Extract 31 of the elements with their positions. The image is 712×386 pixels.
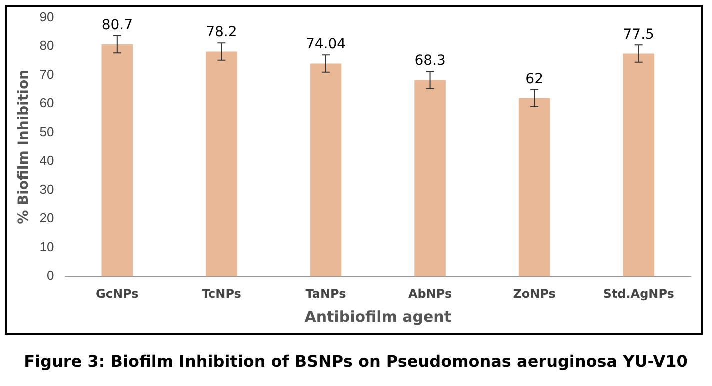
data-label: 77.5 — [623, 26, 654, 43]
x-tick-label: GcNPs — [96, 286, 139, 301]
caption: Figure 3: Biofilm Inhibition of BSNPs on Pseudomonas aeruginosa YU-V10 — [23, 352, 689, 371]
bar — [102, 44, 134, 277]
y-tick-label: 60 — [40, 96, 54, 111]
bar — [206, 52, 238, 277]
data-label: 74.04 — [306, 36, 346, 53]
y-tick-label: 80 — [40, 38, 54, 54]
y-tick-label: 10 — [40, 239, 54, 254]
x-tick-label: Std.AgNPs — [603, 286, 674, 301]
y-tick-label: 90 — [40, 9, 54, 24]
data-label: 78.2 — [206, 24, 238, 41]
data-label: 62 — [526, 71, 544, 88]
y-axis-title: % Biofilm Inhibition — [16, 70, 32, 224]
bar — [310, 64, 342, 277]
y-tick-label: 30 — [40, 182, 54, 197]
x-tick-label: TcNPs — [202, 286, 242, 301]
x-tick-label: AbNPs — [408, 286, 452, 301]
x-tick-label: TaNPs — [306, 286, 346, 301]
y-tick-label: 40 — [40, 153, 54, 168]
x-tick-label: ZoNPs — [513, 286, 556, 301]
y-tick-label: 20 — [40, 210, 54, 226]
y-tick-label: 50 — [40, 124, 54, 140]
bar — [623, 54, 654, 277]
x-axis-title: Antibiofilm agent — [304, 308, 452, 326]
data-label: 68.3 — [414, 53, 446, 70]
bar — [518, 98, 550, 277]
bar — [414, 80, 446, 277]
y-tick-label: 70 — [40, 66, 54, 82]
data-label: 80.7 — [102, 18, 133, 34]
y-tick-label: 0 — [47, 268, 54, 284]
